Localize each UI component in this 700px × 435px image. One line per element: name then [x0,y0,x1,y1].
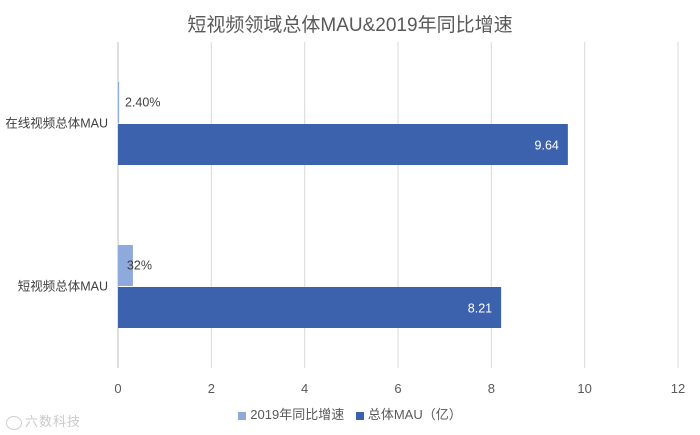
category-labels: 在线视频总体MAU 短视频总体MAU [5,116,108,294]
bar [118,245,133,286]
bar [118,124,568,165]
chart-title: 短视频领域总体MAU&2019年同比增速 [187,15,513,36]
x-tick-label: 8 [488,381,495,396]
legend: 2019年同比增速 总体MAU（亿） [0,404,700,423]
legend-item-growth: 2019年同比增速 [238,404,344,423]
watermark: 六数科技 [6,411,81,430]
category-label: 短视频总体MAU [18,279,108,294]
bar [118,287,502,328]
bar [118,82,120,123]
x-axis-ticks: 0 2 4 6 8 10 12 [114,381,685,396]
data-labels: 2.40% 9.64 32% 8.21 [125,96,559,316]
legend-swatch-growth [238,411,247,420]
data-label: 2.40% [125,96,160,110]
x-tick-label: 12 [671,381,685,396]
x-tick-label: 4 [301,381,308,396]
data-label: 8.21 [468,302,492,316]
x-tick-label: 0 [114,381,121,396]
category-label: 在线视频总体MAU [5,116,108,131]
legend-swatch-mau [355,411,364,420]
legend-label-growth: 2019年同比增速 [250,407,345,422]
x-tick-label: 10 [577,381,591,396]
x-tick-label: 2 [208,381,215,396]
legend-item-mau: 总体MAU（亿） [355,404,462,423]
bars [118,82,568,328]
logo-icon [6,415,22,430]
data-label: 9.64 [535,139,559,153]
legend-label-mau: 总体MAU（亿） [367,407,462,422]
watermark-text: 六数科技 [25,414,82,429]
data-label: 32% [127,259,152,273]
x-tick-label: 6 [394,381,401,396]
